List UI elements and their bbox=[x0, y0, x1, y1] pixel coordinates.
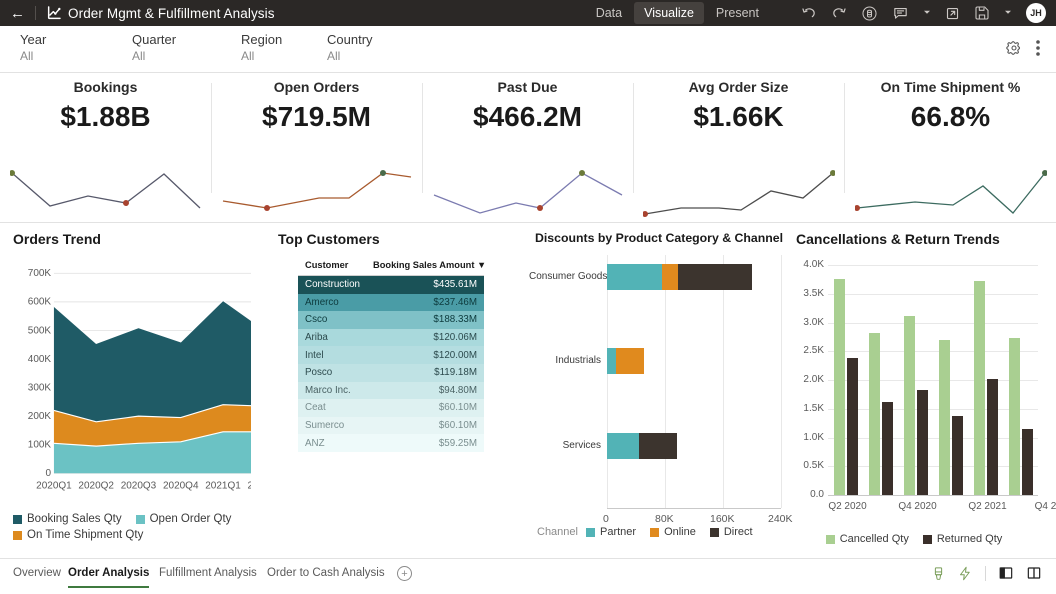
svg-text:2020Q1: 2020Q1 bbox=[36, 480, 72, 491]
svg-text:700K: 700K bbox=[28, 268, 52, 279]
svg-text:300K: 300K bbox=[28, 382, 52, 393]
svg-text:0: 0 bbox=[46, 468, 52, 479]
svg-text:2020Q3: 2020Q3 bbox=[121, 480, 157, 491]
svg-text:200K: 200K bbox=[28, 411, 52, 422]
svg-text:2021Q2: 2021Q2 bbox=[248, 480, 251, 491]
svg-text:2021Q1: 2021Q1 bbox=[205, 480, 241, 491]
svg-text:400K: 400K bbox=[28, 354, 52, 365]
svg-text:2020Q4: 2020Q4 bbox=[163, 480, 199, 491]
svg-text:500K: 500K bbox=[28, 325, 52, 336]
svg-text:600K: 600K bbox=[28, 297, 52, 308]
svg-text:2020Q2: 2020Q2 bbox=[78, 480, 114, 491]
svg-text:100K: 100K bbox=[28, 440, 52, 451]
